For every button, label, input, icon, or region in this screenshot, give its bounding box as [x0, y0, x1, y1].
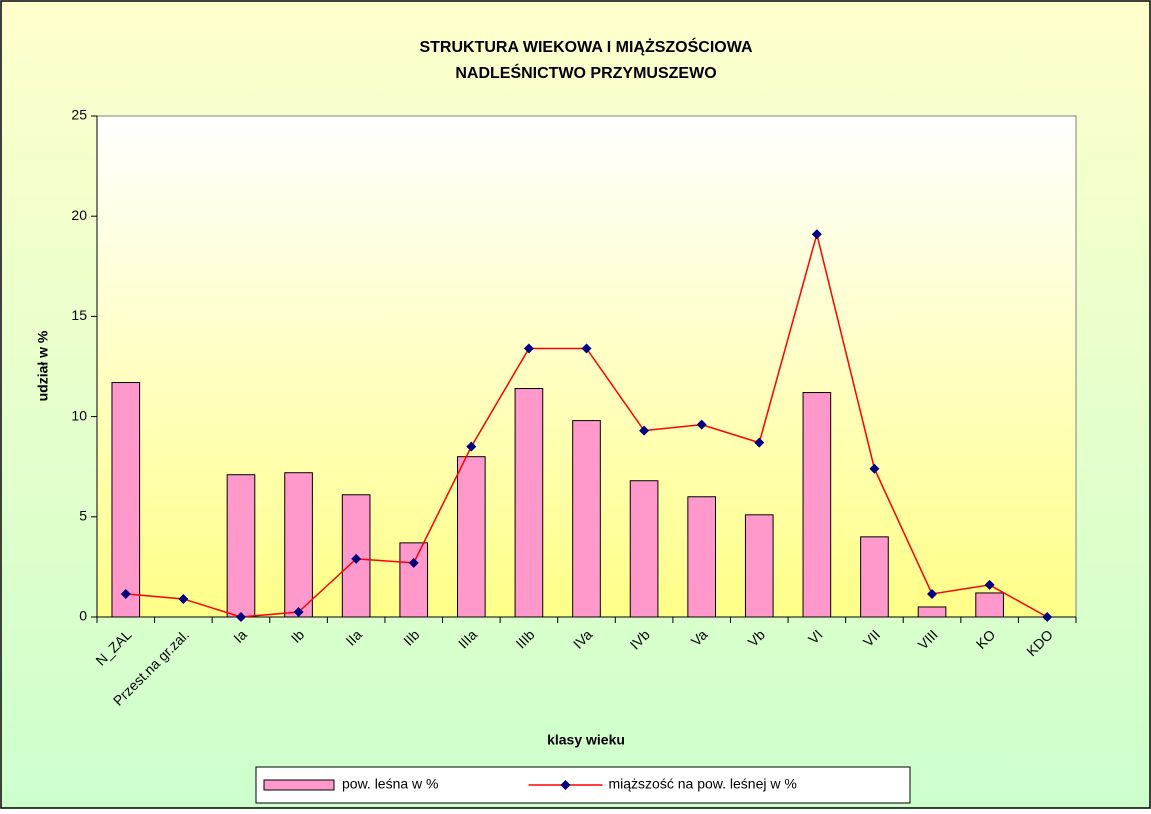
bar: [744, 514, 774, 618]
bar: [629, 480, 659, 618]
line-marker: [1042, 612, 1053, 622]
bar: [284, 472, 313, 618]
bar: [975, 592, 1004, 618]
bar: [514, 388, 544, 618]
legend-marker: [560, 780, 571, 790]
line-marker: [811, 229, 822, 240]
y-tick-label: 15: [71, 307, 87, 323]
line-marker: [466, 441, 477, 452]
y-tick-label: 10: [71, 407, 87, 423]
y-tick-label: 25: [71, 107, 87, 123]
line-marker: [869, 463, 880, 474]
line-marker: [178, 593, 189, 604]
bar: [226, 474, 256, 618]
bar: [917, 606, 947, 618]
y-tick-label: 20: [71, 207, 87, 223]
line-marker: [581, 343, 592, 354]
line-marker: [984, 579, 995, 590]
bar: [802, 392, 832, 618]
line-marker: [408, 557, 419, 568]
line-marker: [754, 437, 765, 448]
line-marker: [351, 553, 362, 564]
line-marker: [293, 606, 304, 617]
chart-subtitle: NADLEŚNICTWO PRZYMUSZEWO: [455, 63, 716, 82]
y-tick-label: 0: [79, 608, 87, 624]
y-axis-label: udział w %: [35, 330, 51, 401]
bar: [457, 456, 486, 618]
line-marker: [696, 419, 707, 430]
x-axis-label: klasy wieku: [547, 732, 625, 748]
line-marker: [120, 588, 131, 599]
bar: [572, 420, 601, 618]
line-marker: [639, 425, 650, 436]
line-marker: [927, 588, 938, 599]
line-marker: [523, 343, 534, 354]
legend-label: pow. leśna w %: [342, 776, 439, 792]
legend-label: miąższość na pow. leśnej w %: [609, 776, 797, 792]
line-marker: [235, 612, 246, 622]
bar: [860, 536, 889, 618]
bar: [399, 542, 429, 618]
legend-swatch: [263, 779, 335, 791]
bar: [687, 496, 716, 618]
bar: [111, 382, 141, 618]
y-tick-label: 5: [79, 508, 87, 524]
chart-title: STRUKTURA WIEKOWA I MIĄŻSZOŚCIOWA: [419, 37, 752, 56]
